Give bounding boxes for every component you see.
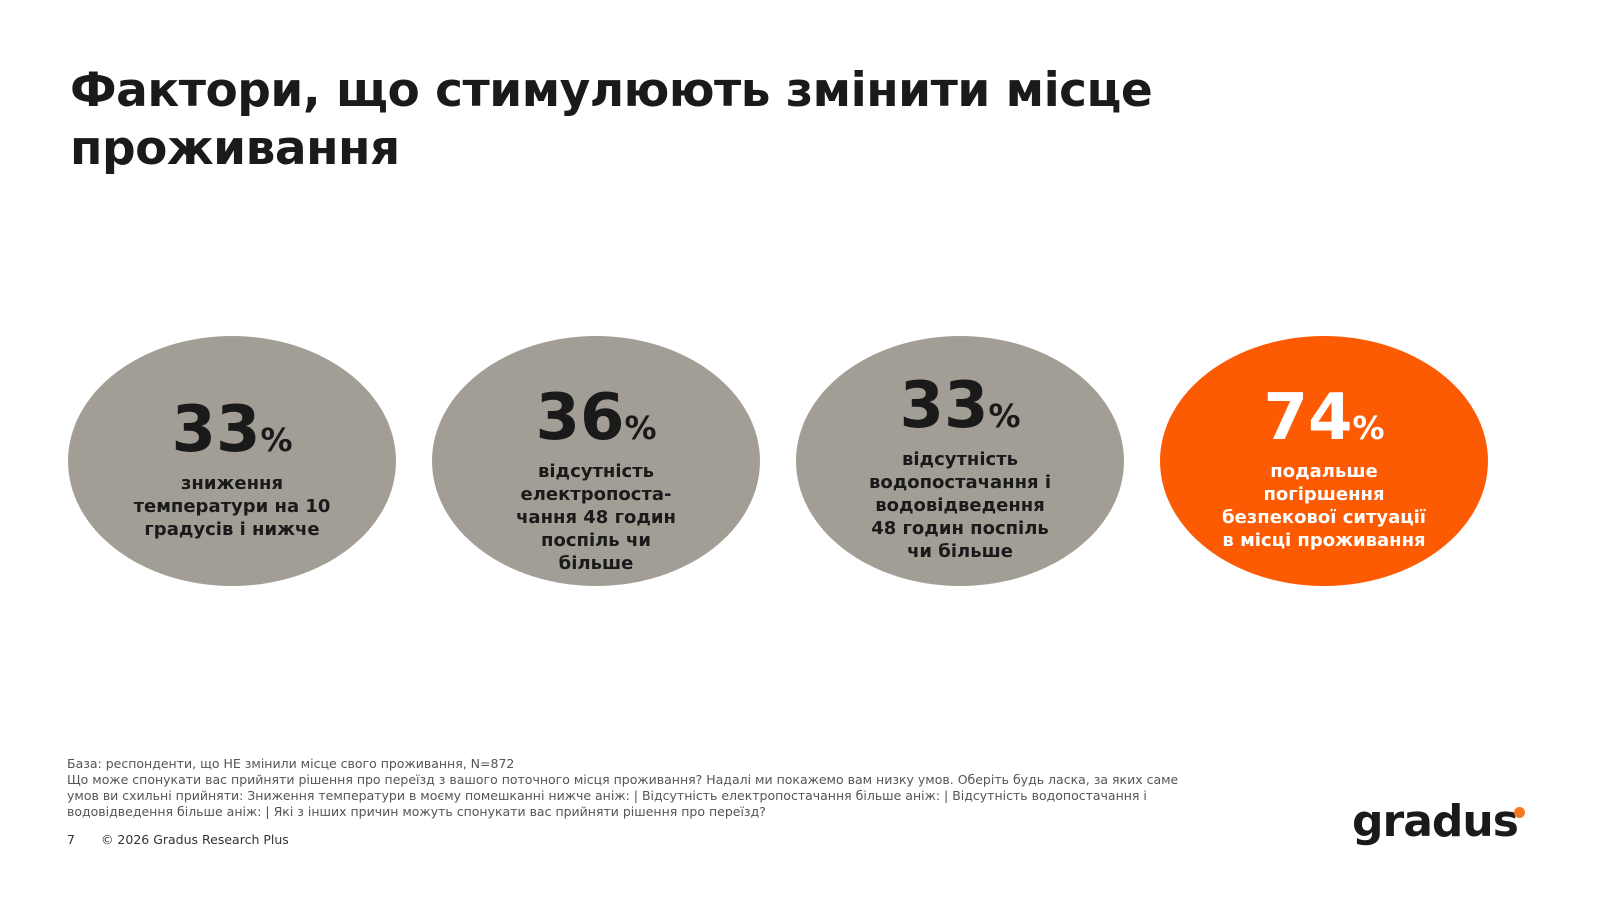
factor-oval-security: 74% подальше погіршення безпекової ситуа…: [1160, 336, 1488, 586]
factor-oval-water: 33% відсутність водопостачання і водовід…: [796, 336, 1124, 586]
gradus-logo: gradus: [1352, 796, 1519, 847]
page-footer: 7 © 2026 Gradus Research Plus: [67, 832, 311, 847]
factor-percent: 74%: [1263, 381, 1385, 455]
factor-label: зниження температури на 10 градусів і ни…: [133, 473, 331, 540]
factor-oval-temperature: 33% зниження температури на 10 градусів …: [68, 336, 396, 586]
factor-percent: 36%: [535, 381, 657, 455]
factor-oval-electricity: 36% відсутність електропоста-чання 48 го…: [432, 336, 760, 586]
footnote-base: База: респонденти, що НЕ змінили місце с…: [67, 756, 515, 771]
footnote-question: Що може спонукати вас прийняти рішення п…: [67, 772, 1179, 819]
factor-label: відсутність водопостачання і водовідведе…: [868, 449, 1052, 562]
logo-dot-icon: [1514, 807, 1525, 818]
copyright: © 2026 Gradus Research Plus: [100, 832, 289, 847]
page-number: 7: [67, 832, 75, 847]
factor-percent: 33%: [899, 369, 1021, 443]
factor-label: відсутність електропоста-чання 48 годин …: [516, 461, 676, 574]
factor-percent: 33%: [171, 393, 293, 467]
page-title: Фактори, що стимулюють змінити місце про…: [70, 63, 1153, 176]
factor-label: подальше погіршення безпекової ситуації …: [1222, 461, 1426, 551]
footnote: База: респонденти, що НЕ змінили місце с…: [67, 756, 1207, 820]
